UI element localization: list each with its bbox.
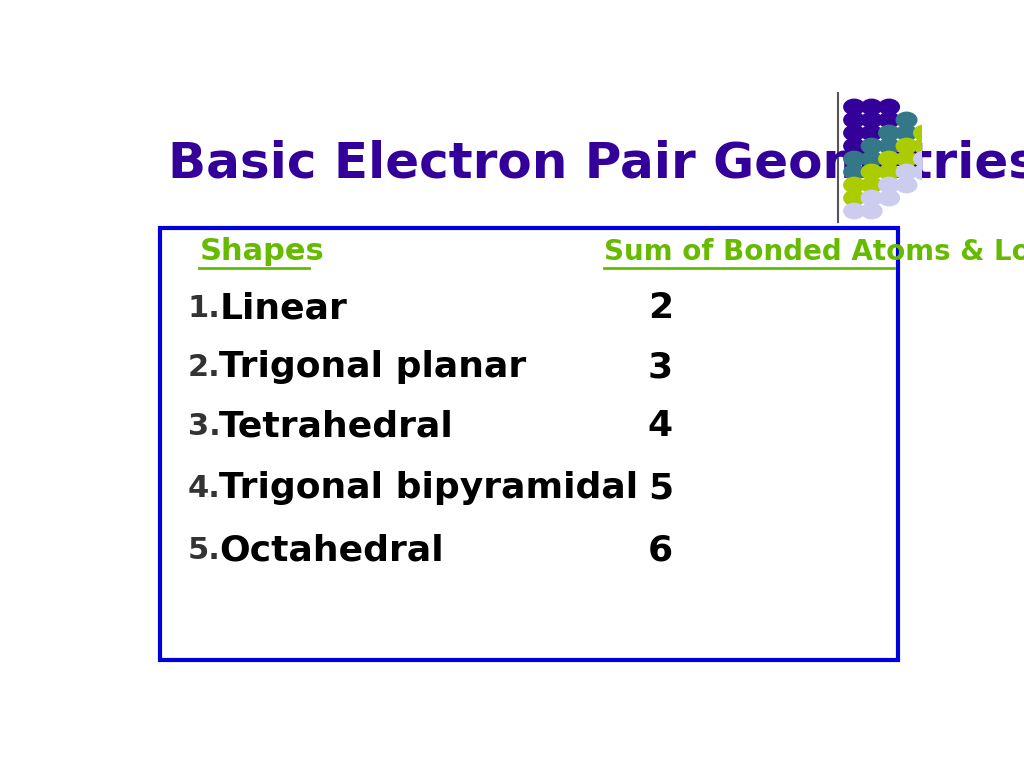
Text: Tetrahedral: Tetrahedral — [219, 409, 454, 443]
Text: 4.: 4. — [187, 474, 220, 503]
Text: Shapes: Shapes — [200, 237, 325, 266]
FancyBboxPatch shape — [160, 228, 898, 660]
Circle shape — [896, 151, 916, 167]
Circle shape — [861, 112, 882, 127]
Circle shape — [896, 177, 916, 193]
Circle shape — [913, 164, 934, 180]
Circle shape — [861, 151, 882, 167]
Circle shape — [861, 164, 882, 180]
Text: 6: 6 — [648, 534, 673, 568]
Text: Octahedral: Octahedral — [219, 534, 443, 568]
Text: 3.: 3. — [187, 412, 220, 441]
Circle shape — [879, 151, 899, 167]
Circle shape — [896, 125, 916, 141]
Circle shape — [879, 177, 899, 193]
Circle shape — [896, 112, 916, 127]
Text: 1.: 1. — [187, 293, 220, 323]
Circle shape — [879, 190, 899, 206]
Circle shape — [879, 138, 899, 154]
Circle shape — [879, 112, 899, 127]
Text: 2: 2 — [648, 291, 673, 325]
Text: Basic Electron Pair Geometries: Basic Electron Pair Geometries — [168, 139, 1024, 187]
Circle shape — [844, 125, 864, 141]
Circle shape — [896, 138, 916, 154]
Circle shape — [844, 190, 864, 206]
Text: Trigonal planar: Trigonal planar — [219, 350, 526, 384]
Circle shape — [879, 99, 899, 114]
Circle shape — [913, 138, 934, 154]
Circle shape — [844, 177, 864, 193]
Circle shape — [861, 99, 882, 114]
Text: 5.: 5. — [187, 536, 220, 565]
Circle shape — [896, 164, 916, 180]
Circle shape — [844, 204, 864, 219]
Circle shape — [913, 151, 934, 167]
Circle shape — [844, 99, 864, 114]
Text: Trigonal bipyramidal: Trigonal bipyramidal — [219, 472, 638, 505]
Circle shape — [861, 138, 882, 154]
Circle shape — [844, 138, 864, 154]
Text: 2.: 2. — [187, 353, 220, 382]
Circle shape — [861, 190, 882, 206]
Circle shape — [844, 164, 864, 180]
Circle shape — [861, 204, 882, 219]
Circle shape — [861, 125, 882, 141]
Circle shape — [913, 125, 934, 141]
Text: 4: 4 — [648, 409, 673, 443]
Circle shape — [879, 164, 899, 180]
Circle shape — [844, 112, 864, 127]
Circle shape — [861, 177, 882, 193]
Circle shape — [844, 151, 864, 167]
Text: Linear: Linear — [219, 291, 347, 325]
Circle shape — [879, 125, 899, 141]
Text: 3: 3 — [648, 350, 673, 384]
Text: Sum of Bonded Atoms & Lone e⁻: Sum of Bonded Atoms & Lone e⁻ — [604, 238, 1024, 266]
Text: 5: 5 — [648, 472, 673, 505]
